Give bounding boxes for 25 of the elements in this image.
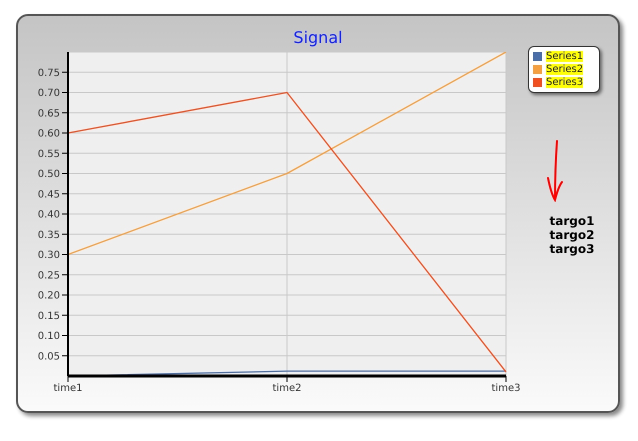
y-tick-label: 0.25 — [38, 270, 60, 282]
y-tick-label: 0.40 — [38, 210, 60, 221]
legend-label: Series2 — [546, 64, 584, 75]
y-tick-label: 0.30 — [38, 250, 60, 262]
y-tick-label: 0.65 — [38, 108, 60, 120]
text: targo3 — [548, 242, 596, 256]
x-tick-label: time3 — [492, 383, 520, 394]
x-tick-label: time2 — [272, 383, 302, 394]
chart-title: Signal — [292, 27, 344, 47]
legend-label: Series1 — [546, 51, 584, 62]
y-tick-label: 0.20 — [38, 290, 60, 302]
y-tick-label: 0.45 — [38, 189, 60, 200]
x-tick-label: time1 — [54, 383, 82, 394]
y-tick-label: 0.60 — [38, 128, 60, 140]
y-tick-label: 0.15 — [38, 310, 60, 322]
y-tick-label: 0.05 — [38, 351, 60, 362]
y-tick-label: 0.55 — [38, 148, 60, 160]
y-tick-label: 0.70 — [38, 88, 60, 100]
y-tick-label: 0.75 — [38, 68, 60, 79]
legend-label: Series3 — [546, 77, 584, 88]
y-tick-label: 0.10 — [38, 331, 60, 342]
y-tick-label: 0.35 — [38, 230, 60, 241]
text: targo1 — [548, 214, 596, 228]
text: targo2 — [548, 228, 596, 242]
y-tick-label: 0.50 — [38, 169, 60, 180]
